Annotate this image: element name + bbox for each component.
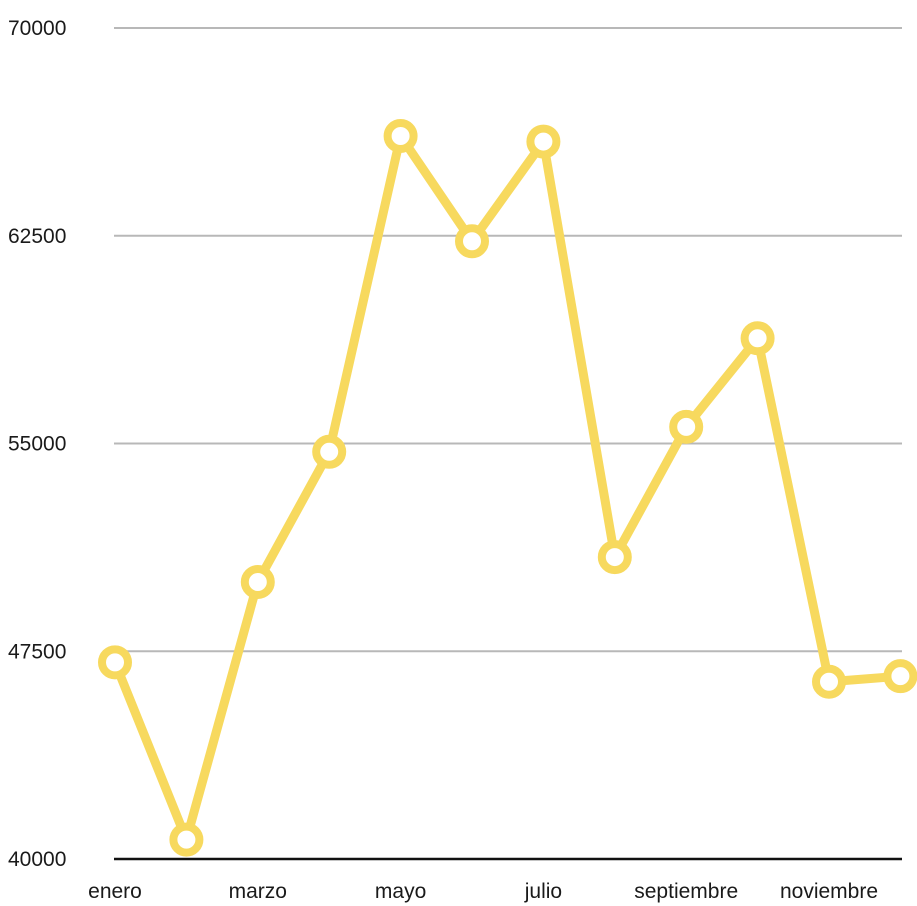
y-axis-tick-labels: 40000 47500 55000 62500 70000	[8, 17, 66, 871]
x-axis-tick-labels: enero marzo mayo julio septiembre noviembre	[88, 880, 878, 903]
x-tick-label: septiembre	[634, 880, 738, 903]
data-point-noviembre	[812, 664, 846, 699]
y-tick-label: 40000	[8, 848, 66, 871]
y-tick-label: 47500	[8, 640, 66, 663]
x-tick-label: enero	[88, 880, 142, 903]
data-point-enero	[98, 645, 132, 680]
grid-lines	[114, 27, 902, 861]
data-point-mayo	[383, 119, 418, 154]
data-point-markers	[98, 119, 917, 857]
y-tick-label: 70000	[8, 17, 66, 40]
data-point-julio	[526, 124, 561, 159]
x-tick-label: marzo	[229, 880, 287, 903]
y-tick-label: 62500	[8, 225, 66, 248]
data-point-febrero	[169, 822, 204, 857]
data-point-abril	[312, 434, 347, 469]
data-point-agosto	[597, 540, 632, 575]
data-point-junio	[455, 224, 489, 259]
x-tick-label: noviembre	[780, 880, 878, 903]
x-tick-label: mayo	[375, 880, 426, 903]
data-point-marzo	[240, 565, 275, 599]
data-point-septiembre	[669, 409, 704, 444]
x-tick-label: julio	[524, 880, 562, 903]
data-point-diciembre	[883, 659, 917, 694]
data-point-octubre	[740, 321, 775, 356]
series-line	[110, 131, 905, 845]
y-tick-label: 55000	[8, 433, 66, 456]
series-line-layer	[110, 131, 905, 845]
